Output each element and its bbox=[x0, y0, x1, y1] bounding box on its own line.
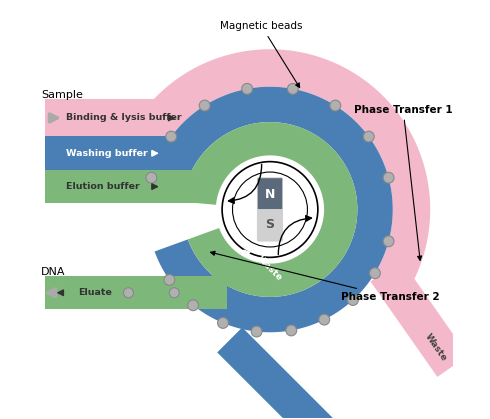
Circle shape bbox=[319, 314, 330, 325]
Circle shape bbox=[286, 325, 297, 336]
Text: Eluate: Eluate bbox=[78, 288, 112, 297]
Circle shape bbox=[383, 172, 394, 183]
Polygon shape bbox=[45, 99, 162, 137]
FancyBboxPatch shape bbox=[257, 210, 283, 241]
Circle shape bbox=[188, 300, 198, 310]
Text: Magnetic beads: Magnetic beads bbox=[220, 21, 303, 88]
Text: Waste: Waste bbox=[423, 332, 449, 363]
Text: Waste: Waste bbox=[256, 254, 284, 282]
Polygon shape bbox=[45, 170, 203, 203]
Polygon shape bbox=[147, 87, 393, 332]
Circle shape bbox=[251, 326, 262, 337]
Text: Sample: Sample bbox=[41, 90, 83, 100]
Polygon shape bbox=[45, 276, 227, 309]
Circle shape bbox=[199, 100, 210, 111]
Text: DNA: DNA bbox=[41, 267, 66, 277]
Text: Phase Transfer 1: Phase Transfer 1 bbox=[354, 105, 452, 260]
Text: Elution buffer: Elution buffer bbox=[66, 182, 140, 191]
Circle shape bbox=[169, 288, 179, 298]
Circle shape bbox=[166, 131, 176, 142]
Circle shape bbox=[146, 172, 157, 183]
Polygon shape bbox=[183, 122, 357, 297]
Circle shape bbox=[347, 295, 358, 305]
Circle shape bbox=[383, 236, 394, 247]
Text: N: N bbox=[265, 189, 275, 202]
Text: Phase Transfer 2: Phase Transfer 2 bbox=[211, 251, 440, 302]
Text: S: S bbox=[266, 217, 274, 230]
Circle shape bbox=[364, 131, 374, 142]
Circle shape bbox=[288, 83, 298, 94]
FancyBboxPatch shape bbox=[257, 178, 283, 210]
Circle shape bbox=[218, 318, 228, 328]
Circle shape bbox=[330, 100, 341, 111]
Circle shape bbox=[369, 268, 380, 279]
Circle shape bbox=[242, 83, 252, 94]
Circle shape bbox=[123, 288, 133, 298]
Polygon shape bbox=[217, 327, 340, 419]
Text: Washing buffer: Washing buffer bbox=[66, 149, 148, 158]
Circle shape bbox=[164, 274, 175, 285]
Polygon shape bbox=[110, 49, 430, 290]
Text: Binding & lysis buffer: Binding & lysis buffer bbox=[66, 114, 182, 122]
Polygon shape bbox=[45, 136, 181, 171]
Polygon shape bbox=[370, 260, 468, 377]
